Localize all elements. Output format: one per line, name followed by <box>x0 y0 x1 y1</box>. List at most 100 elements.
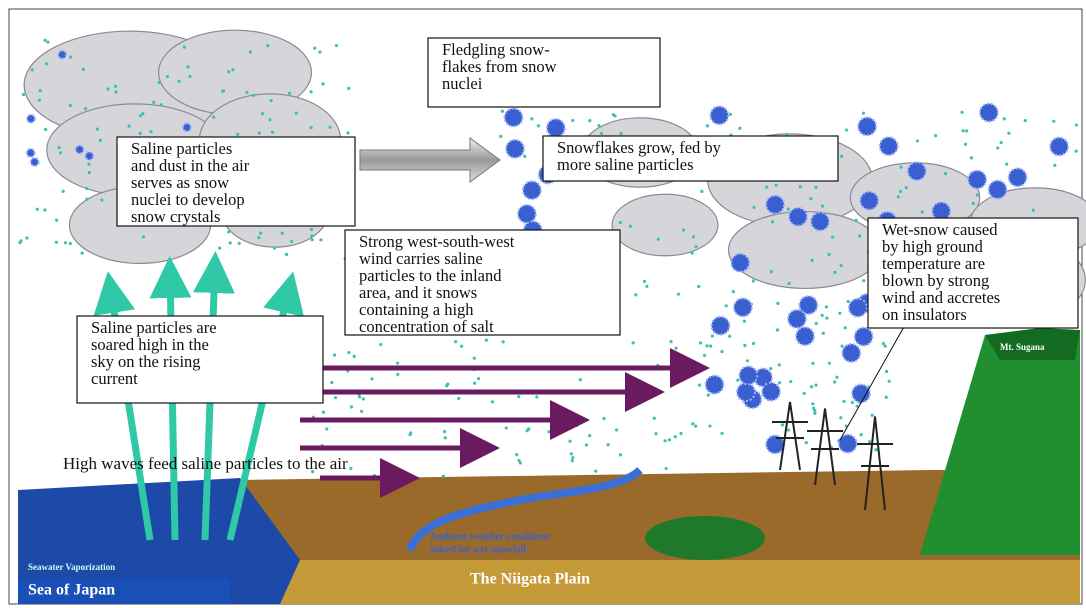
particle <box>781 423 784 426</box>
box-text: concentration of salt <box>359 317 494 336</box>
snowflake <box>811 213 829 231</box>
plain-label: The Niigata Plain <box>470 571 590 588</box>
particle <box>706 124 709 127</box>
diagram: Fledgling snow-flakes from snownucleiSno… <box>0 0 1086 608</box>
snowflake <box>734 298 752 316</box>
particle <box>328 126 331 129</box>
particle <box>888 380 891 383</box>
particle <box>295 111 298 114</box>
particle <box>227 70 230 73</box>
particle <box>961 111 964 114</box>
particle <box>899 165 902 168</box>
particle <box>921 211 924 214</box>
particle <box>266 44 269 47</box>
particle <box>152 101 155 104</box>
snowflake <box>968 171 986 189</box>
particle <box>703 354 706 357</box>
particle <box>838 312 841 315</box>
particle <box>1005 163 1008 166</box>
particle <box>882 342 885 345</box>
particle <box>746 359 749 362</box>
particle <box>668 438 671 441</box>
particle <box>1075 149 1078 152</box>
particle <box>770 270 773 273</box>
box-text: more saline particles <box>557 155 694 174</box>
particle <box>457 397 460 400</box>
particle <box>787 428 790 431</box>
particle <box>1052 120 1055 123</box>
particle <box>885 396 888 399</box>
particle <box>697 285 700 288</box>
particle <box>36 208 39 211</box>
particle <box>643 280 646 283</box>
particle <box>44 128 47 131</box>
particle <box>43 39 46 42</box>
particle <box>310 228 313 231</box>
snowflake <box>788 310 806 328</box>
particle <box>811 362 814 365</box>
particle <box>629 225 632 228</box>
particle <box>96 127 99 130</box>
particle <box>778 381 781 384</box>
particle <box>114 85 117 88</box>
mountain-label: Mt. Sugana <box>1000 342 1045 352</box>
particle <box>612 113 615 116</box>
particle <box>229 241 232 244</box>
particle <box>811 402 814 405</box>
particle <box>537 124 540 127</box>
snowflake <box>908 162 926 180</box>
snowflake <box>852 384 870 402</box>
particle <box>694 425 697 428</box>
particle <box>100 198 103 201</box>
particle <box>212 116 215 119</box>
particle <box>57 146 60 149</box>
particle <box>396 362 399 365</box>
particle <box>619 221 622 224</box>
rising-arrow <box>170 270 175 540</box>
particle <box>571 459 574 462</box>
particle <box>691 251 694 254</box>
particle <box>69 242 72 245</box>
particle <box>833 271 836 274</box>
particle <box>725 304 728 307</box>
particle <box>535 395 538 398</box>
particle <box>657 238 660 241</box>
particle <box>160 103 163 106</box>
particle <box>752 279 755 282</box>
particle <box>473 382 476 385</box>
box-text: snow crystals <box>131 207 220 226</box>
particle <box>523 155 526 158</box>
particle <box>691 422 694 425</box>
particle <box>310 126 313 129</box>
particle <box>884 345 887 348</box>
particle <box>19 239 22 242</box>
particle <box>833 380 836 383</box>
particle <box>607 443 610 446</box>
snowflake <box>762 383 780 401</box>
particle <box>236 133 239 136</box>
particle <box>499 135 502 138</box>
particle <box>665 467 668 470</box>
plain-front <box>230 560 1080 604</box>
particle <box>687 360 690 363</box>
particle <box>330 381 333 384</box>
particle <box>45 62 48 65</box>
particle <box>855 219 858 222</box>
particle <box>814 186 817 189</box>
particle <box>778 363 781 366</box>
particle <box>261 112 264 115</box>
particle <box>803 392 806 395</box>
particle <box>252 94 255 97</box>
particle <box>106 87 109 90</box>
particle <box>445 384 448 387</box>
snowflake <box>799 296 817 314</box>
box-text: nuclei <box>442 74 483 93</box>
snowflake <box>739 366 757 384</box>
particle <box>752 342 755 345</box>
particle <box>370 377 373 380</box>
particle <box>976 193 979 196</box>
snowflake <box>796 327 814 345</box>
particle <box>645 285 648 288</box>
particle <box>409 431 412 434</box>
snowflake <box>766 196 784 214</box>
